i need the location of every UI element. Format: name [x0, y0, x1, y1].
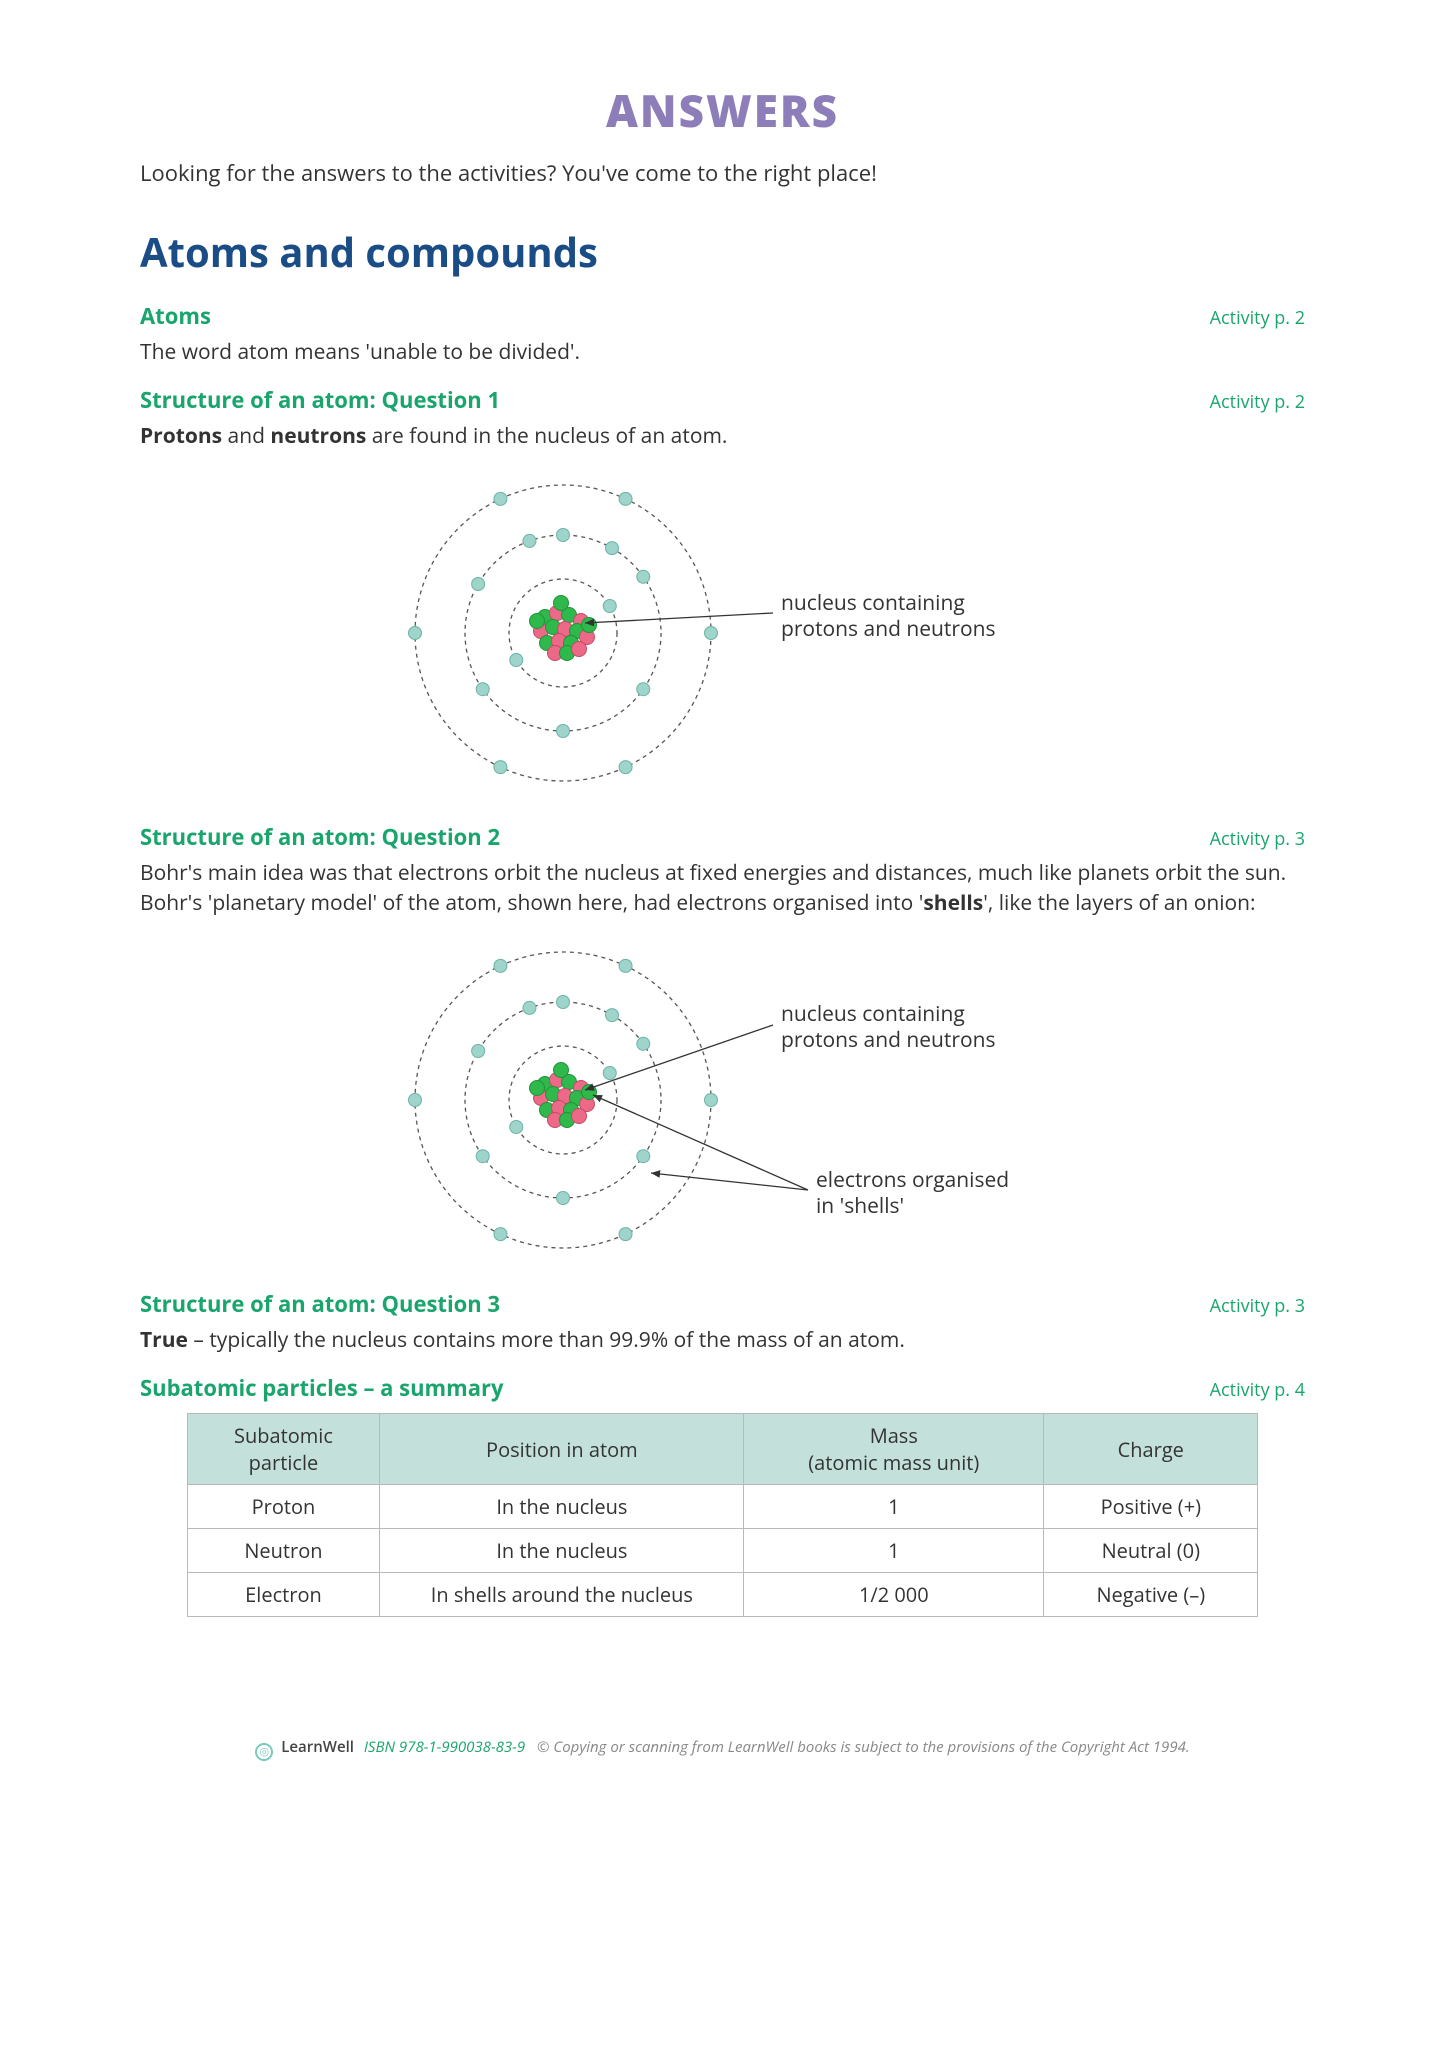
table-cell: Negative (–)	[1044, 1573, 1258, 1617]
topic-q2-body: Bohr's main idea was that electrons orbi…	[140, 858, 1305, 919]
section-title: Atoms and compounds	[140, 224, 1305, 279]
q2-bold: shells	[923, 889, 983, 917]
q1-bold1: Protons	[140, 422, 222, 450]
table-row: NeutronIn the nucleus1Neutral (0)	[187, 1529, 1258, 1573]
q1-mid: and	[222, 422, 270, 450]
svg-text:nucleus containingprotons and: nucleus containingprotons and neutrons	[781, 589, 996, 643]
atom-diagram-1: nucleus containingprotons and neutrons	[140, 468, 1305, 798]
footer: ◎ LearnWell ISBN 978-1-990038-83-9 © Cop…	[140, 1737, 1305, 1761]
table-cell: Neutral (0)	[1044, 1529, 1258, 1573]
footer-isbn: ISBN 978-1-990038-83-9	[364, 1737, 525, 1757]
intro-text: Looking for the answers to the activitie…	[140, 158, 1305, 188]
table-cell: Positive (+)	[1044, 1485, 1258, 1529]
table-cell: Electron	[187, 1573, 380, 1617]
topic-summary-row: Subatomic particles – a summary Activity…	[140, 1373, 1305, 1403]
table-cell: In the nucleus	[380, 1529, 744, 1573]
activity-ref-q3: Activity p. 3	[1210, 1294, 1305, 1318]
table-cell: 1	[744, 1529, 1044, 1573]
q3-bold: True	[140, 1326, 188, 1354]
table-header: Charge	[1044, 1414, 1258, 1485]
q2-b: ', like the layers of an onion:	[983, 889, 1255, 917]
q1-suffix: are found in the nucleus of an atom.	[366, 422, 727, 450]
table-cell: 1/2 000	[744, 1573, 1044, 1617]
table-cell: In shells around the nucleus	[380, 1573, 744, 1617]
q1-bold2: neutrons	[270, 422, 366, 450]
page-title: ANSWERS	[140, 80, 1305, 140]
table-cell: 1	[744, 1485, 1044, 1529]
footer-copyright: © Copying or scanning from LearnWell boo…	[537, 1737, 1190, 1757]
topic-q3-row: Structure of an atom: Question 3 Activit…	[140, 1289, 1305, 1319]
footer-brand: LearnWell	[281, 1737, 354, 1757]
topic-q3-body: True – typically the nucleus contains mo…	[140, 1325, 1305, 1355]
atom-diagram-2: nucleus containingprotons and neutronsel…	[140, 935, 1305, 1265]
subatomic-table: SubatomicparticlePosition in atomMass(at…	[187, 1413, 1259, 1617]
topic-q2-heading: Structure of an atom: Question 2	[140, 822, 500, 852]
activity-ref-q2: Activity p. 3	[1210, 827, 1305, 851]
table-row: ProtonIn the nucleus1Positive (+)	[187, 1485, 1258, 1529]
table-cell: Neutron	[187, 1529, 380, 1573]
topic-q3-heading: Structure of an atom: Question 3	[140, 1289, 500, 1319]
topic-q1-row: Structure of an atom: Question 1 Activit…	[140, 385, 1305, 415]
topic-summary-heading: Subatomic particles – a summary	[140, 1373, 504, 1403]
topic-q1-body: Protons and neutrons are found in the nu…	[140, 421, 1305, 451]
brand-logo-icon: ◎	[255, 1743, 273, 1761]
topic-q2-row: Structure of an atom: Question 2 Activit…	[140, 822, 1305, 852]
q3-rest: – typically the nucleus contains more th…	[188, 1326, 905, 1354]
svg-text:nucleus containingprotons and: nucleus containingprotons and neutrons	[781, 1000, 996, 1054]
topic-atoms-heading: Atoms	[140, 301, 211, 331]
activity-ref-atoms: Activity p. 2	[1210, 306, 1305, 330]
topic-q1-heading: Structure of an atom: Question 1	[140, 385, 500, 415]
table-cell: In the nucleus	[380, 1485, 744, 1529]
table-header: Subatomicparticle	[187, 1414, 380, 1485]
activity-ref-summary: Activity p. 4	[1210, 1378, 1305, 1402]
topic-atoms-body: The word atom means 'unable to be divide…	[140, 337, 1305, 367]
table-header: Position in atom	[380, 1414, 744, 1485]
table-header: Mass(atomic mass unit)	[744, 1414, 1044, 1485]
activity-ref-q1: Activity p. 2	[1210, 390, 1305, 414]
table-cell: Proton	[187, 1485, 380, 1529]
topic-atoms-row: Atoms Activity p. 2	[140, 301, 1305, 331]
table-row: ElectronIn shells around the nucleus1/2 …	[187, 1573, 1258, 1617]
